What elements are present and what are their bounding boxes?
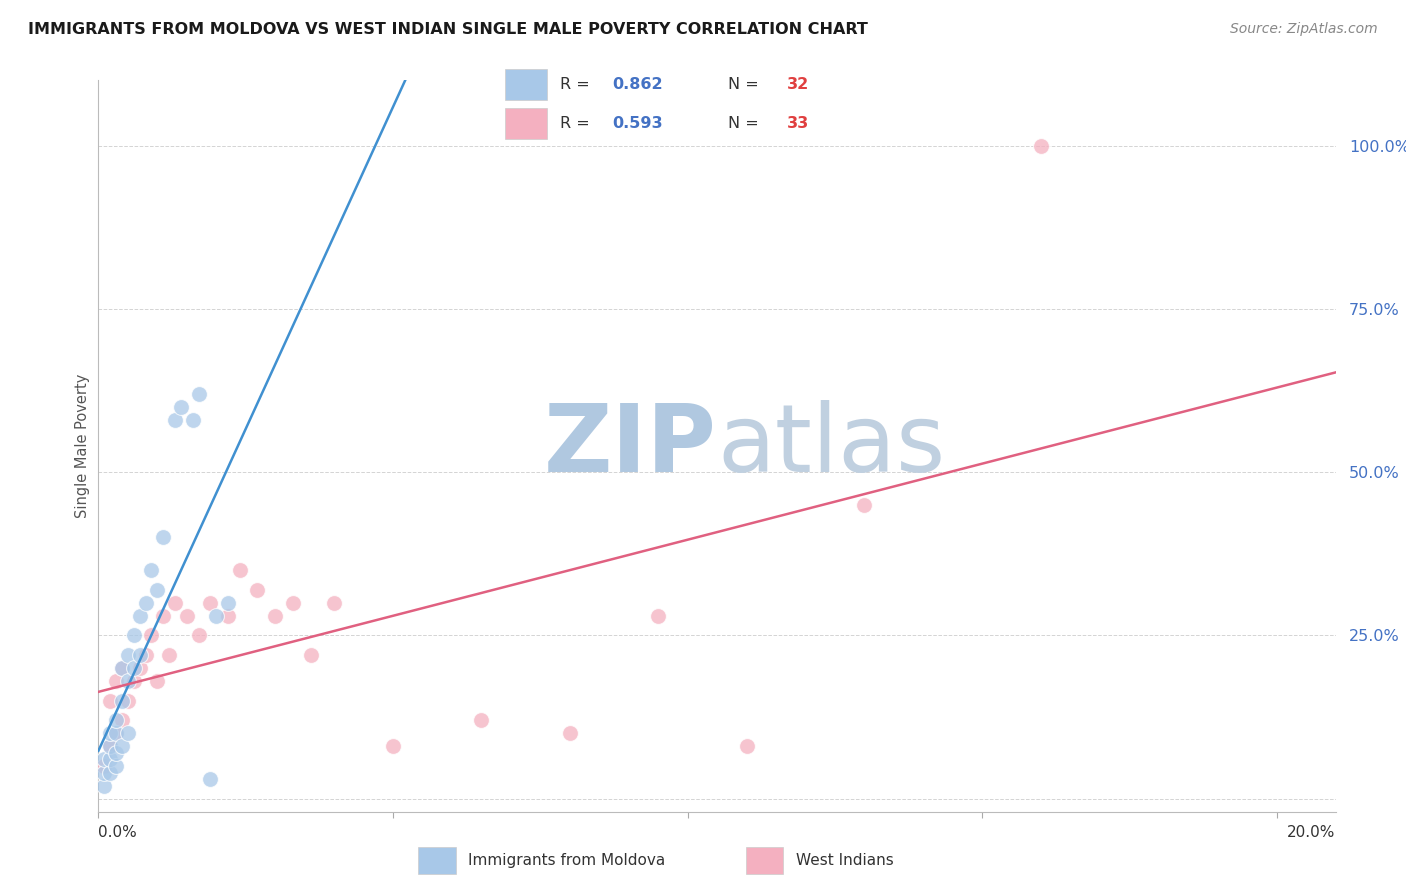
Point bbox=[323, 596, 346, 610]
Point bbox=[200, 772, 222, 786]
Point bbox=[98, 752, 121, 766]
Point bbox=[141, 563, 163, 577]
Point bbox=[163, 413, 186, 427]
Point bbox=[117, 648, 139, 662]
Point bbox=[853, 498, 876, 512]
Point bbox=[163, 596, 186, 610]
Point bbox=[98, 694, 121, 708]
Text: 20.0%: 20.0% bbox=[1288, 825, 1336, 840]
Text: R =: R = bbox=[560, 77, 595, 92]
Point bbox=[187, 628, 209, 642]
Point bbox=[470, 714, 492, 728]
Point bbox=[135, 596, 157, 610]
Point bbox=[105, 714, 128, 728]
Point bbox=[217, 608, 239, 623]
Point bbox=[105, 674, 128, 689]
Point bbox=[152, 530, 174, 544]
Point bbox=[200, 596, 222, 610]
Point bbox=[181, 413, 204, 427]
Point bbox=[105, 759, 128, 773]
Point bbox=[146, 674, 169, 689]
Point bbox=[111, 739, 134, 754]
Point bbox=[122, 628, 145, 642]
Text: Immigrants from Moldova: Immigrants from Moldova bbox=[468, 854, 665, 868]
Point bbox=[152, 608, 174, 623]
Point bbox=[111, 661, 134, 675]
Point bbox=[122, 674, 145, 689]
Point bbox=[98, 739, 121, 754]
Point bbox=[299, 648, 322, 662]
Text: ZIP: ZIP bbox=[544, 400, 717, 492]
FancyBboxPatch shape bbox=[505, 70, 547, 100]
Point bbox=[187, 386, 209, 401]
Point bbox=[93, 752, 115, 766]
Point bbox=[98, 739, 121, 754]
Point bbox=[93, 759, 115, 773]
Point bbox=[128, 608, 150, 623]
Text: 0.0%: 0.0% bbox=[98, 825, 138, 840]
Point bbox=[146, 582, 169, 597]
Point bbox=[98, 726, 121, 740]
Text: 0.862: 0.862 bbox=[612, 77, 664, 92]
Point bbox=[246, 582, 269, 597]
Point bbox=[105, 726, 128, 740]
Text: West Indians: West Indians bbox=[796, 854, 894, 868]
Text: 0.593: 0.593 bbox=[612, 116, 664, 131]
Point bbox=[122, 661, 145, 675]
Point bbox=[105, 726, 128, 740]
Point bbox=[93, 779, 115, 793]
Text: N =: N = bbox=[728, 116, 765, 131]
Text: atlas: atlas bbox=[717, 400, 945, 492]
Point bbox=[117, 674, 139, 689]
Point bbox=[170, 400, 193, 414]
FancyBboxPatch shape bbox=[419, 847, 456, 874]
Text: Source: ZipAtlas.com: Source: ZipAtlas.com bbox=[1230, 22, 1378, 37]
Text: 33: 33 bbox=[787, 116, 810, 131]
Text: R =: R = bbox=[560, 116, 595, 131]
Text: N =: N = bbox=[728, 77, 765, 92]
Point bbox=[264, 608, 287, 623]
Point bbox=[157, 648, 180, 662]
Point bbox=[111, 714, 134, 728]
Point bbox=[93, 765, 115, 780]
Text: 32: 32 bbox=[787, 77, 810, 92]
Point bbox=[117, 726, 139, 740]
Point bbox=[281, 596, 304, 610]
Point bbox=[229, 563, 252, 577]
Y-axis label: Single Male Poverty: Single Male Poverty bbox=[75, 374, 90, 518]
Point bbox=[176, 608, 198, 623]
Point bbox=[217, 596, 239, 610]
Point bbox=[111, 661, 134, 675]
Point bbox=[98, 765, 121, 780]
Point bbox=[205, 608, 228, 623]
Point bbox=[558, 726, 581, 740]
Point bbox=[735, 739, 758, 754]
Text: IMMIGRANTS FROM MOLDOVA VS WEST INDIAN SINGLE MALE POVERTY CORRELATION CHART: IMMIGRANTS FROM MOLDOVA VS WEST INDIAN S… bbox=[28, 22, 868, 37]
Point bbox=[382, 739, 405, 754]
Point bbox=[128, 661, 150, 675]
Point bbox=[647, 608, 669, 623]
Point bbox=[141, 628, 163, 642]
Point bbox=[111, 694, 134, 708]
Point bbox=[1029, 138, 1052, 153]
Point bbox=[128, 648, 150, 662]
Point bbox=[105, 746, 128, 760]
FancyBboxPatch shape bbox=[505, 108, 547, 139]
Point bbox=[135, 648, 157, 662]
FancyBboxPatch shape bbox=[747, 847, 783, 874]
Point bbox=[117, 694, 139, 708]
